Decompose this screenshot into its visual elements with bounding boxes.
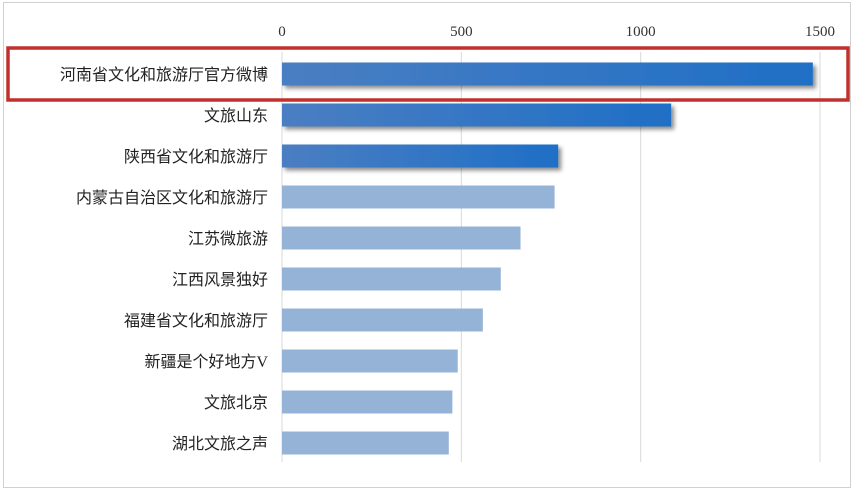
category-label: 江西风景独好 [172, 271, 268, 289]
category-label: 文旅北京 [204, 394, 268, 412]
category-labels: 河南省文化和旅游厅官方微博文旅山东陕西省文化和旅游厅内蒙古自治区文化和旅游厅江苏… [60, 66, 268, 453]
bar-8 [282, 390, 453, 414]
highlight-box [6, 46, 850, 102]
bar-5 [282, 267, 501, 291]
x-tick-label: 1000 [626, 24, 656, 40]
category-label: 文旅山东 [204, 107, 268, 125]
bar-1 [282, 103, 672, 127]
category-label: 福建省文化和旅游厅 [124, 312, 268, 330]
category-label: 江苏微旅游 [188, 230, 268, 248]
bar-6 [282, 308, 483, 332]
category-label: 湖北文旅之声 [172, 435, 268, 453]
bar-2 [282, 144, 559, 168]
bar-7 [282, 349, 458, 373]
bar-3 [282, 185, 555, 209]
bar-9 [282, 431, 449, 455]
category-label: 新疆是个好地方V [144, 353, 268, 371]
bar-4 [282, 226, 521, 250]
category-label: 河南省文化和旅游厅官方微博 [60, 66, 268, 84]
x-tick-label: 0 [278, 24, 286, 40]
highlight-box-layer [6, 46, 850, 102]
x-axis-ticks: 0 500 1000 1500 [278, 24, 835, 40]
bars [282, 62, 813, 455]
bar-0 [282, 62, 813, 86]
x-tick-label: 500 [450, 24, 473, 40]
category-label: 陕西省文化和旅游厅 [124, 148, 268, 166]
x-tick-label: 1500 [805, 24, 835, 40]
category-label: 内蒙古自治区文化和旅游厅 [76, 189, 268, 207]
